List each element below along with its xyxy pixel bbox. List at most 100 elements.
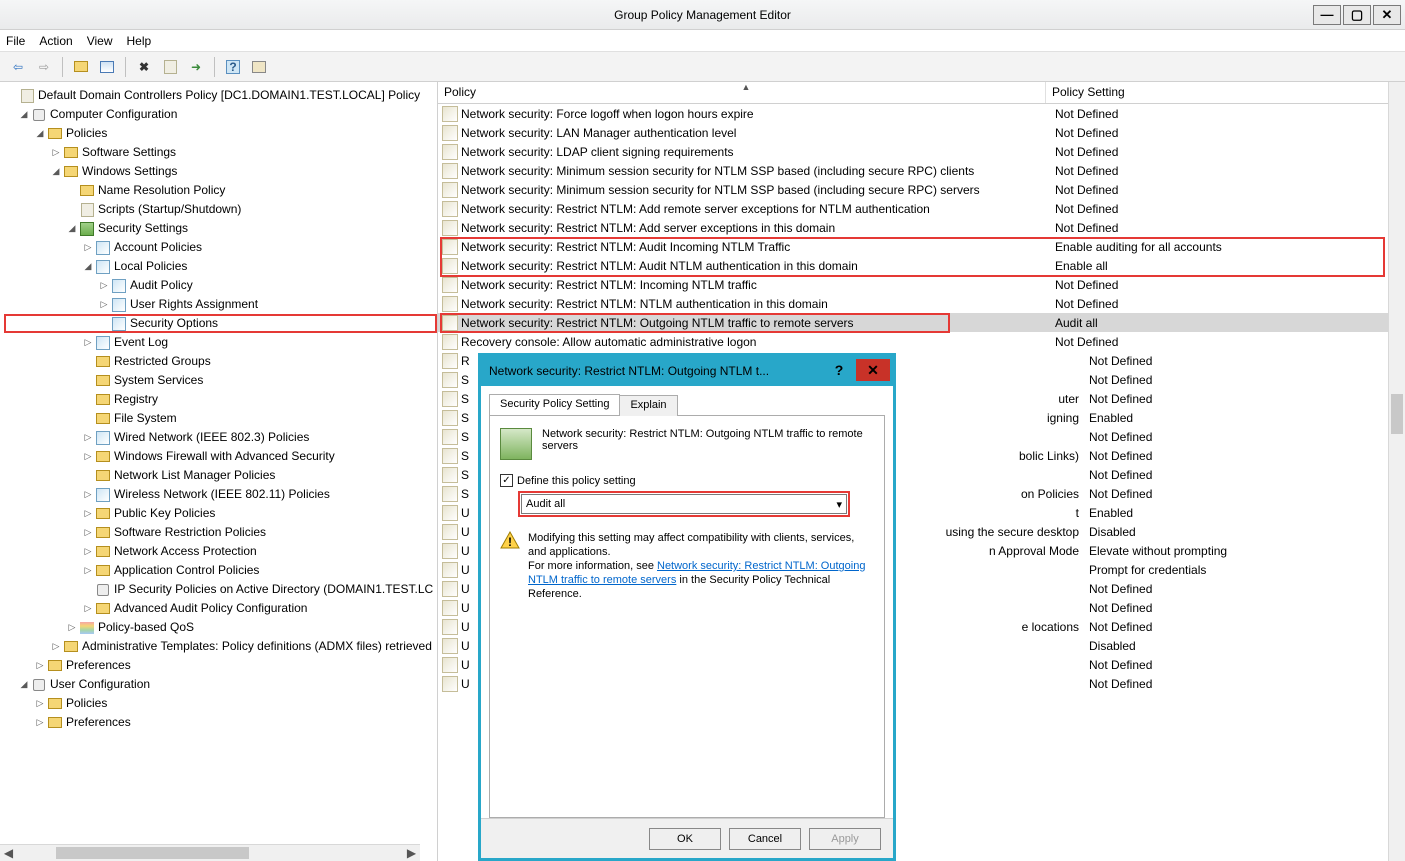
expand-icon[interactable]: ▷ [34, 656, 46, 675]
tree-wfas[interactable]: Windows Firewall with Advanced Security [114, 447, 335, 466]
policy-row[interactable]: Network security: Force logoff when logo… [438, 104, 1405, 123]
close-button[interactable]: ✕ [1373, 5, 1401, 25]
expand-icon[interactable]: ◢ [34, 124, 46, 143]
tree-software-settings[interactable]: Software Settings [82, 143, 176, 162]
expand-icon[interactable]: ◢ [82, 257, 94, 276]
tree-aapc[interactable]: Advanced Audit Policy Configuration [114, 599, 307, 618]
showhide-button[interactable] [95, 55, 119, 79]
expand-icon[interactable]: ▷ [98, 276, 110, 295]
tree-security-settings[interactable]: Security Settings [98, 219, 188, 238]
tree-admx[interactable]: Administrative Templates: Policy definit… [82, 637, 432, 656]
expand-icon[interactable]: ▷ [50, 143, 62, 162]
export-button[interactable]: ➜ [184, 55, 208, 79]
expand-icon[interactable]: ▷ [82, 447, 94, 466]
up-button[interactable] [69, 55, 93, 79]
expand-icon[interactable]: ◢ [18, 105, 30, 124]
tree-name-resolution[interactable]: Name Resolution Policy [98, 181, 225, 200]
ok-button[interactable]: OK [649, 828, 721, 850]
tree-local-policies[interactable]: Local Policies [114, 257, 187, 276]
expand-icon[interactable]: ▷ [66, 618, 78, 637]
policy-row[interactable]: Network security: Restrict NTLM: Outgoin… [438, 313, 1405, 332]
expand-icon[interactable]: ▷ [82, 504, 94, 523]
define-checkbox[interactable]: ✓ [500, 474, 513, 487]
expand-icon[interactable]: ▷ [34, 713, 46, 732]
expand-icon[interactable]: ◢ [18, 675, 30, 694]
tree-account-policies[interactable]: Account Policies [114, 238, 202, 257]
tree-audit-policy[interactable]: Audit Policy [130, 276, 193, 295]
tree-hscrollbar[interactable]: ◀▶ [0, 844, 420, 861]
expand-icon[interactable]: ▷ [82, 599, 94, 618]
filter-button[interactable] [247, 55, 271, 79]
tree-wired-network[interactable]: Wired Network (IEEE 802.3) Policies [114, 428, 309, 447]
expand-icon[interactable]: ◢ [66, 219, 78, 238]
policy-row[interactable]: Network security: Restrict NTLM: Audit I… [438, 237, 1405, 256]
apply-button[interactable]: Apply [809, 828, 881, 850]
minimize-button[interactable]: — [1313, 5, 1341, 25]
menu-view[interactable]: View [87, 34, 113, 48]
expand-icon[interactable]: ▷ [82, 542, 94, 561]
tree-preferences[interactable]: Preferences [66, 656, 131, 675]
expand-icon[interactable]: ▷ [82, 485, 94, 504]
back-button[interactable]: ⇦ [6, 55, 30, 79]
tree-windows-settings[interactable]: Windows Settings [82, 162, 177, 181]
tree-computer-config[interactable]: Computer Configuration [50, 105, 177, 124]
tree-user-policies[interactable]: Policies [66, 694, 107, 713]
col-setting[interactable]: Policy Setting [1046, 82, 1405, 103]
tree-policies[interactable]: Policies [66, 124, 107, 143]
tree-acp[interactable]: Application Control Policies [114, 561, 259, 580]
policy-row[interactable]: Network security: Restrict NTLM: Add ser… [438, 218, 1405, 237]
expand-icon[interactable]: ▷ [82, 333, 94, 352]
tree-registry[interactable]: Registry [114, 390, 158, 409]
expand-icon[interactable]: ▷ [82, 561, 94, 580]
tree-security-options[interactable]: Security Options [130, 314, 218, 333]
expand-icon[interactable]: ▷ [82, 238, 94, 257]
dialog-help-button[interactable]: ? [822, 359, 856, 381]
list-vscrollbar[interactable] [1388, 82, 1405, 861]
tab-security-policy-setting[interactable]: Security Policy Setting [489, 394, 620, 415]
expand-icon[interactable]: ▷ [50, 637, 62, 656]
tab-explain[interactable]: Explain [619, 395, 677, 416]
policy-row[interactable]: Network security: Restrict NTLM: NTLM au… [438, 294, 1405, 313]
menu-file[interactable]: File [6, 34, 25, 48]
maximize-button[interactable]: ▢ [1343, 5, 1371, 25]
tree-scripts[interactable]: Scripts (Startup/Shutdown) [98, 200, 241, 219]
tree-nlmp[interactable]: Network List Manager Policies [114, 466, 275, 485]
tree-srp[interactable]: Software Restriction Policies [114, 523, 266, 542]
policy-row[interactable]: Recovery console: Allow automatic admini… [438, 332, 1405, 351]
dialog-close-button[interactable]: ✕ [856, 359, 890, 381]
tree-system-services[interactable]: System Services [114, 371, 203, 390]
policy-value-select[interactable]: Audit all ▾ [521, 494, 847, 514]
tree-user-config[interactable]: User Configuration [50, 675, 150, 694]
policy-row[interactable]: Network security: Minimum session securi… [438, 180, 1405, 199]
tree-restricted-groups[interactable]: Restricted Groups [114, 352, 211, 371]
cancel-button[interactable]: Cancel [729, 828, 801, 850]
menu-action[interactable]: Action [39, 34, 72, 48]
col-policy[interactable]: Policy▲ [438, 82, 1046, 103]
properties-button[interactable] [158, 55, 182, 79]
tree-pkp[interactable]: Public Key Policies [114, 504, 215, 523]
expand-icon[interactable]: ▷ [82, 428, 94, 447]
tree-file-system[interactable]: File System [114, 409, 177, 428]
tree-nap[interactable]: Network Access Protection [114, 542, 257, 561]
delete-button[interactable]: ✖ [132, 55, 156, 79]
policy-row[interactable]: Network security: Restrict NTLM: Incomin… [438, 275, 1405, 294]
expand-icon[interactable]: ▷ [82, 523, 94, 542]
tree-user-rights[interactable]: User Rights Assignment [130, 295, 258, 314]
policy-row[interactable]: Network security: LAN Manager authentica… [438, 123, 1405, 142]
forward-button[interactable]: ⇨ [32, 55, 56, 79]
expand-icon[interactable]: ▷ [98, 295, 110, 314]
help-button[interactable]: ? [221, 55, 245, 79]
tree-qos[interactable]: Policy-based QoS [98, 618, 194, 637]
policy-row[interactable]: Network security: LDAP client signing re… [438, 142, 1405, 161]
expand-icon[interactable]: ▷ [34, 694, 46, 713]
tree-user-preferences[interactable]: Preferences [66, 713, 131, 732]
tree-event-log[interactable]: Event Log [114, 333, 168, 352]
policy-row[interactable]: Network security: Restrict NTLM: Add rem… [438, 199, 1405, 218]
policy-row[interactable]: Network security: Minimum session securi… [438, 161, 1405, 180]
tree-root-node[interactable]: Default Domain Controllers Policy [DC1.D… [38, 86, 420, 105]
tree-ipsec[interactable]: IP Security Policies on Active Directory… [114, 580, 433, 599]
policy-row[interactable]: Network security: Restrict NTLM: Audit N… [438, 256, 1405, 275]
menu-help[interactable]: Help [127, 34, 152, 48]
expand-icon[interactable]: ◢ [50, 162, 62, 181]
tree-wireless-network[interactable]: Wireless Network (IEEE 802.11) Policies [114, 485, 330, 504]
